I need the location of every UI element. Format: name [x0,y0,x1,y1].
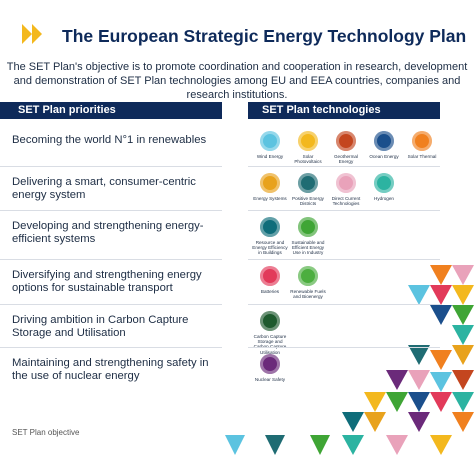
technology: Solar Photovoltaics [289,131,327,164]
technology-icon [336,131,356,151]
technology-icon [298,217,318,237]
technology-label: Solar Photovoltaics [294,154,322,165]
technology-label: Positive Energy Districts [292,196,324,207]
separator [248,166,440,167]
priority: Driving ambition in Carbon Capture Stora… [12,314,189,339]
technology-icon [336,173,356,193]
technology-icon [374,131,394,151]
technology: Nuclear Safety [251,354,289,382]
technology-label: Batteries [260,289,280,294]
separator [248,259,440,260]
separator [248,210,440,211]
priority: Delivering a smart, consumer-centric ene… [12,176,196,201]
separator [0,304,222,305]
technology: Renewable Fuels and Bioenergy [289,266,327,299]
technology-label: Solar Thermal [407,154,437,159]
technology-label: Hydrogen [374,196,394,201]
technology: Direct Current Technologies [327,173,365,206]
technology: Hydrogen [365,173,403,201]
technology-icon [260,354,280,374]
priority: Becoming the world N°1 in renewables [12,134,207,146]
technology-icon [298,173,318,193]
technology-label: Sustainable and Efficient Energy Use in … [291,240,325,256]
priority: Developing and strengthening energy-effi… [12,220,204,245]
footer: SET Plan objective [12,428,80,437]
technology: Wind Energy [251,131,289,159]
technology-label: Geothermal Energy [333,154,358,165]
technology: Resource and Energy Efficiency in Buildi… [251,217,289,256]
technology-icon [298,266,318,286]
technology-icon [412,131,432,151]
technology-label: Direct Current Technologies [331,196,361,207]
technology-icon [374,173,394,193]
column-header: SET Plan technologies [248,102,440,119]
technology: Batteries [251,266,289,294]
technology-label: Ocean Energy [369,154,399,159]
technology-label: Carbon Capture Storage and Carbon Captur… [253,334,287,355]
priority: Maintaining and strengthening safety in … [12,357,209,382]
technology-icon [260,266,280,286]
technology: Solar Thermal [403,131,441,159]
technology: Geothermal Energy [327,131,365,164]
separator [0,210,222,211]
column-header: SET Plan priorities [0,102,222,119]
separator [0,166,222,167]
technology: Carbon Capture Storage and Carbon Captur… [251,311,289,355]
separator [0,259,222,260]
intro: The SET Plan's objective is to promote c… [6,61,468,101]
technology-label: Energy Systems [253,196,287,201]
technology-icon [298,131,318,151]
separator [248,304,440,305]
priority: Diversifying and strengthening energy op… [12,269,202,294]
technology-icon [260,131,280,151]
technology-label: Renewable Fuels and Bioenergy [290,289,326,300]
technology-icon [260,311,280,331]
technology: Energy Systems [251,173,289,201]
separator [248,347,440,348]
technology: Positive Energy Districts [289,173,327,206]
title: The European Strategic Energy Technology… [62,26,467,46]
technology-icon [260,173,280,193]
technology-label: Resource and Energy Efficiency in Buildi… [252,240,288,256]
technology-icon [260,217,280,237]
technology-label: Wind Energy [256,154,284,159]
technology: Ocean Energy [365,131,403,159]
technology: Sustainable and Efficient Energy Use in … [289,217,327,256]
triangles [225,265,474,455]
technology-label: Nuclear Safety [254,377,286,382]
separator [0,347,222,348]
